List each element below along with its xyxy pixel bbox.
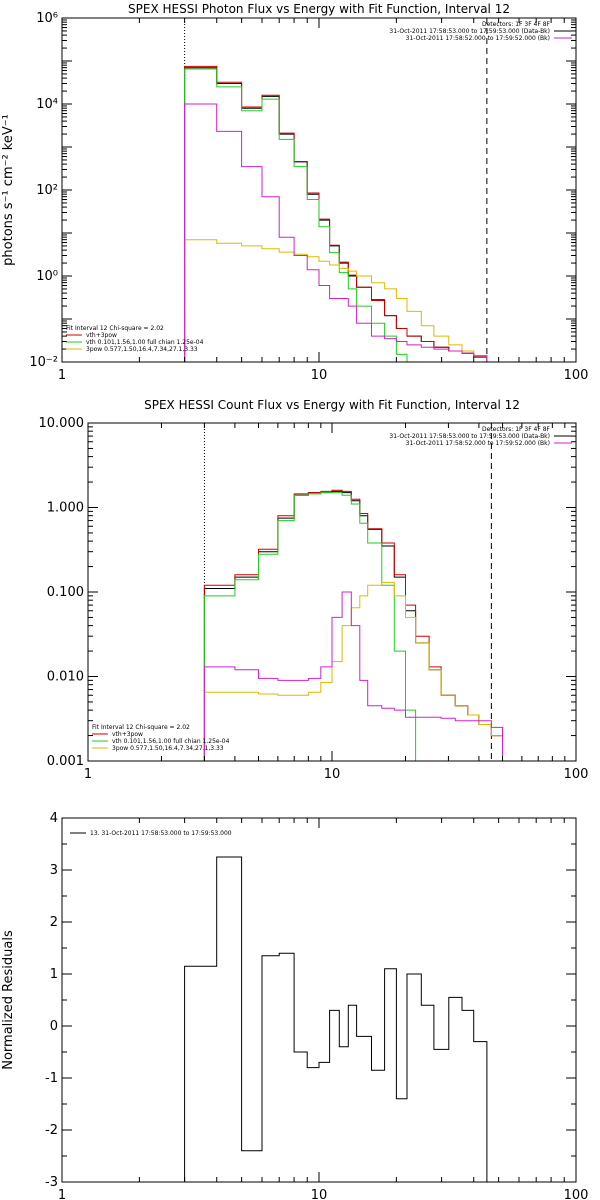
chart-title: SPEX HESSI Photon Flux vs Energy with Fi…	[128, 2, 510, 16]
y-tick-label: 10⁰	[36, 269, 58, 284]
header-text: Detectors: 1F 3F 4F 8F	[482, 426, 551, 433]
series-group	[184, 856, 488, 1182]
series-line-3pow	[203, 581, 503, 761]
fit-info-text: Fit Interval 12 Chi-square = 2.02	[92, 724, 190, 731]
fit-info-text: vth 0.101,1.56,1.00 full chian 1.25e-04	[86, 339, 204, 346]
y-tick-label: 10⁻²	[29, 355, 58, 370]
series-line-3pow	[184, 239, 488, 362]
series-line-vth-3pow	[203, 489, 503, 761]
header-text: 31-Oct-2011 17:58:53.000 to 17:59:53.000…	[389, 433, 550, 440]
series-group	[184, 65, 488, 362]
y-axis-label: photons s⁻¹ cm⁻² keV⁻¹	[1, 114, 16, 266]
residuals-chart: 1 10 100 -3 -2 -1 0 1 2 3 4 Normalized Residuals 13.…	[1, 811, 589, 1200]
plot-frame	[87, 422, 577, 762]
y-axis-label: Normalized Residuals	[1, 930, 16, 1070]
chart-title: SPEX HESSI Count Flux vs Energy with Fit…	[144, 398, 520, 412]
series-line-background	[203, 591, 503, 761]
y-tick-label: 0.010	[47, 670, 84, 685]
series-line-background	[184, 103, 488, 362]
y-tick-label: -1	[45, 1071, 58, 1086]
x-tick-label: 10	[311, 368, 328, 383]
fit-info-text: vth+3pow	[86, 332, 117, 339]
count-flux-chart: SPEX HESSI Count Flux vs Energy with Fit…	[39, 398, 589, 782]
plot-frame	[61, 17, 577, 363]
plot-frame	[61, 817, 577, 1183]
fit-info-text: vth 0.101,1.56,1.00 full chian 1.25e-04	[112, 738, 230, 745]
series-line-vth-3pow	[184, 65, 488, 362]
y-tick-label: 10⁶	[36, 11, 58, 26]
photon-flux-chart: SPEX HESSI Photon Flux vs Energy with Fi…	[1, 2, 589, 383]
y-tick-label: 10.000	[39, 416, 85, 431]
x-tick-label: 1	[84, 767, 92, 782]
y-tick-label: 3	[50, 863, 58, 878]
y-tick-label: -2	[45, 1123, 58, 1138]
y-tick-label: 1.000	[47, 501, 84, 516]
header-text: 31-Oct-2011 17:58:53.000 to 17:59:53.000…	[389, 28, 550, 35]
series-line-vth	[184, 68, 408, 362]
fit-info-text: 3pow 0.577,1.50,16.4,7.34,27.1,3.33	[86, 346, 198, 353]
y-tick-label: -3	[45, 1175, 58, 1190]
x-tick-label: 100	[564, 1188, 589, 1200]
y-tick-label: 4	[50, 811, 58, 826]
series-line-data	[184, 67, 488, 362]
y-tick-label: 0	[50, 1019, 58, 1034]
fit-info-text: 3pow 0.577,1.50,16.4,7.34,27.1,3.33	[112, 745, 224, 752]
series-line-residual	[184, 856, 488, 1182]
y-tick-label: 10²	[36, 183, 58, 198]
series-line-vth	[203, 492, 430, 761]
x-tick-label: 10	[324, 767, 341, 782]
x-tick-label: 10	[311, 1188, 328, 1200]
fit-info-text: vth+3pow	[112, 731, 143, 738]
series-group	[203, 489, 503, 761]
header-text: 31-Oct-2011 17:58:52.000 to 17:59:52.000…	[406, 440, 550, 447]
y-tick-label: 10⁴	[36, 97, 58, 112]
header-text: 31-Oct-2011 17:58:52.000 to 17:59:52.000…	[406, 35, 550, 42]
series-line-data	[203, 490, 503, 761]
x-tick-label: 100	[564, 767, 589, 782]
y-tick-label: 2	[50, 915, 58, 930]
y-tick-label: 0.001	[47, 754, 84, 769]
y-tick-label: 1	[50, 967, 58, 982]
x-tick-label: 100	[564, 368, 589, 383]
x-tick-label: 1	[58, 368, 66, 383]
legend-text: 13. 31-Oct-2011 17:58:53.000 to 17:59:53…	[90, 830, 232, 837]
x-tick-label: 1	[58, 1188, 66, 1200]
fit-info-text: Fit Interval 12 Chi-square = 2.02	[66, 325, 164, 332]
header-text: Detectors: 1F 3F 4F 8F	[482, 21, 551, 28]
y-tick-label: 0.100	[47, 585, 84, 600]
